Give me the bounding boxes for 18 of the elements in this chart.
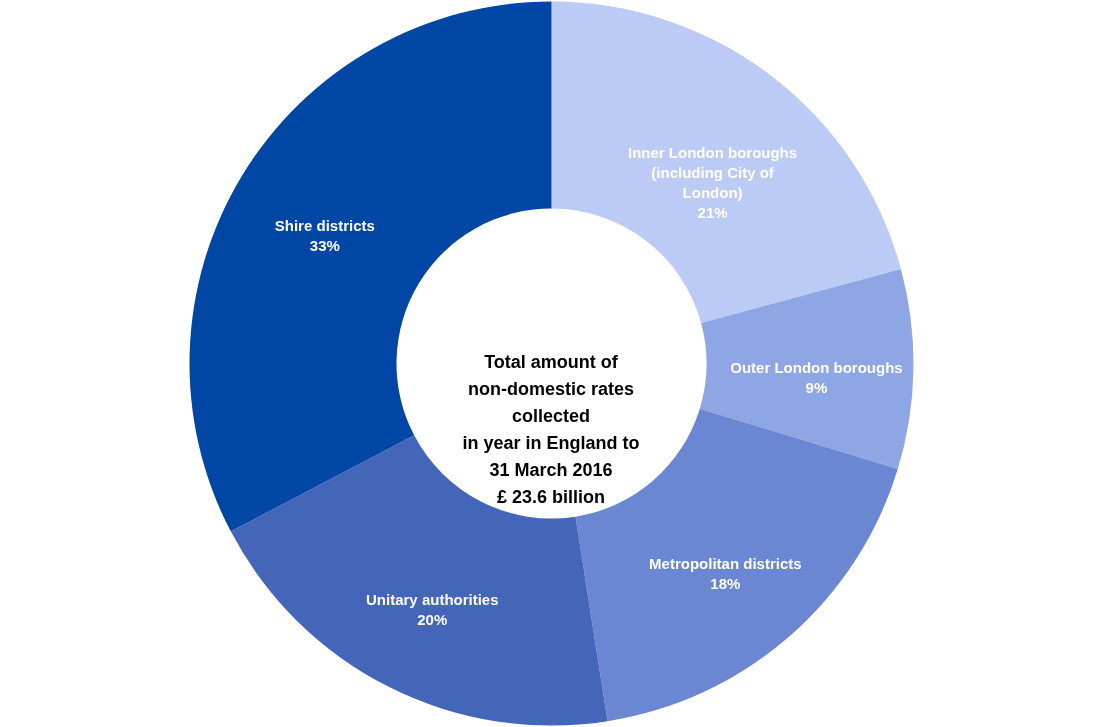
data-label: 9% [805,378,828,396]
data-label: 33% [309,237,340,255]
slice-label: Inner London boroughs (including City of London) [627,144,798,202]
text: collected [511,406,591,426]
text: Total amount of [484,352,619,372]
data-label: 18% [710,574,741,592]
slice-label: Outer London boroughs [730,358,903,376]
text: £ 23.6 billion [496,487,606,507]
data-label: 21% [697,204,728,222]
text: 31 March 2016 [489,460,613,480]
slice-label: Shire districts [274,217,375,235]
text: in year in England to [462,433,640,453]
text: non-domestic rates [467,379,635,399]
donut-slice [699,268,914,469]
slice-label: Unitary authorities [366,591,499,609]
data-label: 20% [417,611,448,629]
slice-label: Metropolitan districts [649,554,802,572]
donut-slice [551,1,901,323]
